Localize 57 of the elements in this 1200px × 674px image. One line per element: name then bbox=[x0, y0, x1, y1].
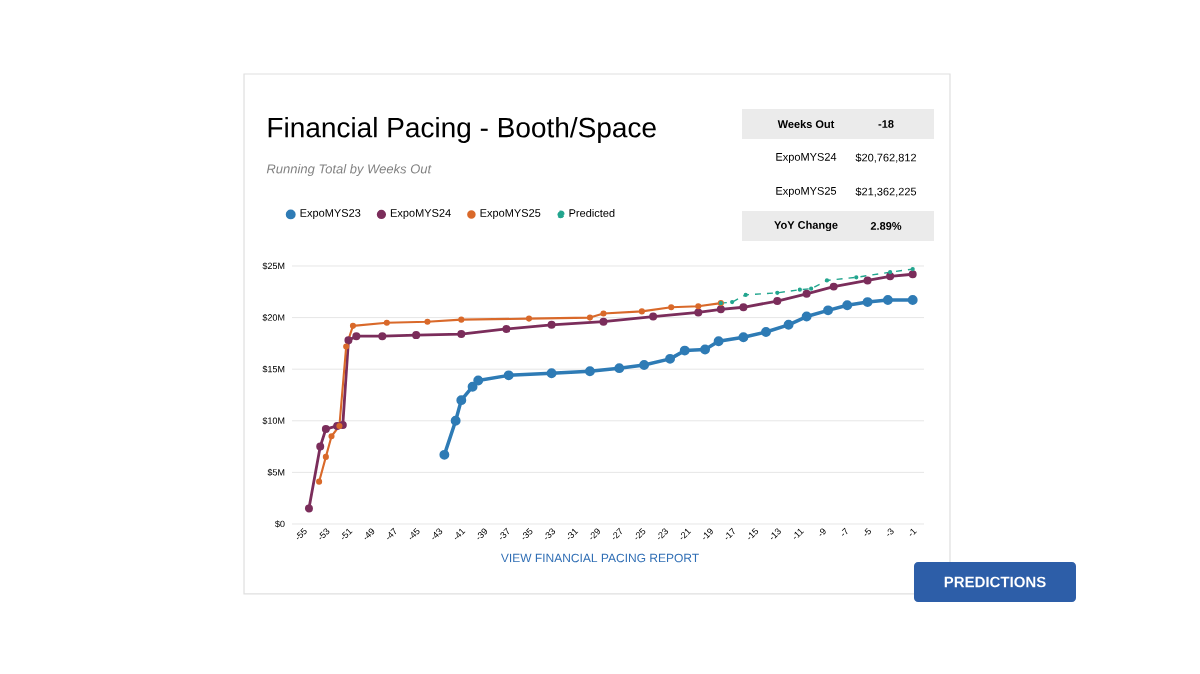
point bbox=[668, 304, 675, 311]
point bbox=[316, 478, 323, 485]
point bbox=[344, 336, 353, 345]
point bbox=[908, 270, 917, 279]
point bbox=[829, 282, 838, 291]
point bbox=[665, 353, 676, 364]
point bbox=[503, 370, 514, 381]
point bbox=[378, 332, 387, 341]
point bbox=[439, 449, 450, 460]
point bbox=[695, 303, 702, 310]
point bbox=[473, 375, 484, 386]
point bbox=[502, 324, 511, 333]
point bbox=[882, 295, 893, 305]
point bbox=[424, 318, 431, 325]
point bbox=[546, 368, 557, 379]
point bbox=[738, 332, 749, 343]
point bbox=[761, 327, 771, 337]
point bbox=[321, 425, 330, 434]
point bbox=[383, 319, 390, 326]
point bbox=[450, 415, 461, 426]
point bbox=[863, 276, 872, 285]
point bbox=[842, 300, 853, 311]
point bbox=[585, 366, 595, 377]
chart-title: Financial Pacing - Booth/Space bbox=[268, 116, 656, 144]
point bbox=[638, 308, 645, 315]
point bbox=[700, 344, 711, 355]
point bbox=[862, 297, 873, 308]
point bbox=[328, 433, 335, 440]
point bbox=[886, 272, 895, 281]
point bbox=[457, 330, 466, 339]
point bbox=[802, 289, 811, 298]
point bbox=[458, 316, 465, 323]
point bbox=[823, 305, 834, 316]
point bbox=[801, 311, 812, 322]
point bbox=[639, 360, 650, 370]
point bbox=[600, 310, 607, 317]
point bbox=[694, 308, 703, 317]
point bbox=[456, 395, 467, 406]
point bbox=[716, 305, 725, 314]
point bbox=[713, 336, 724, 347]
point bbox=[739, 303, 748, 312]
point bbox=[679, 345, 690, 356]
point bbox=[467, 381, 478, 392]
point bbox=[525, 315, 533, 322]
point bbox=[322, 453, 329, 460]
point bbox=[614, 363, 625, 374]
point bbox=[773, 297, 782, 306]
point bbox=[316, 442, 325, 451]
point bbox=[599, 317, 608, 326]
point bbox=[349, 322, 356, 329]
point bbox=[783, 319, 794, 330]
point bbox=[649, 312, 658, 321]
point bbox=[352, 332, 361, 341]
point bbox=[304, 504, 313, 513]
point bbox=[412, 331, 421, 340]
point bbox=[547, 320, 556, 329]
point bbox=[907, 295, 918, 305]
